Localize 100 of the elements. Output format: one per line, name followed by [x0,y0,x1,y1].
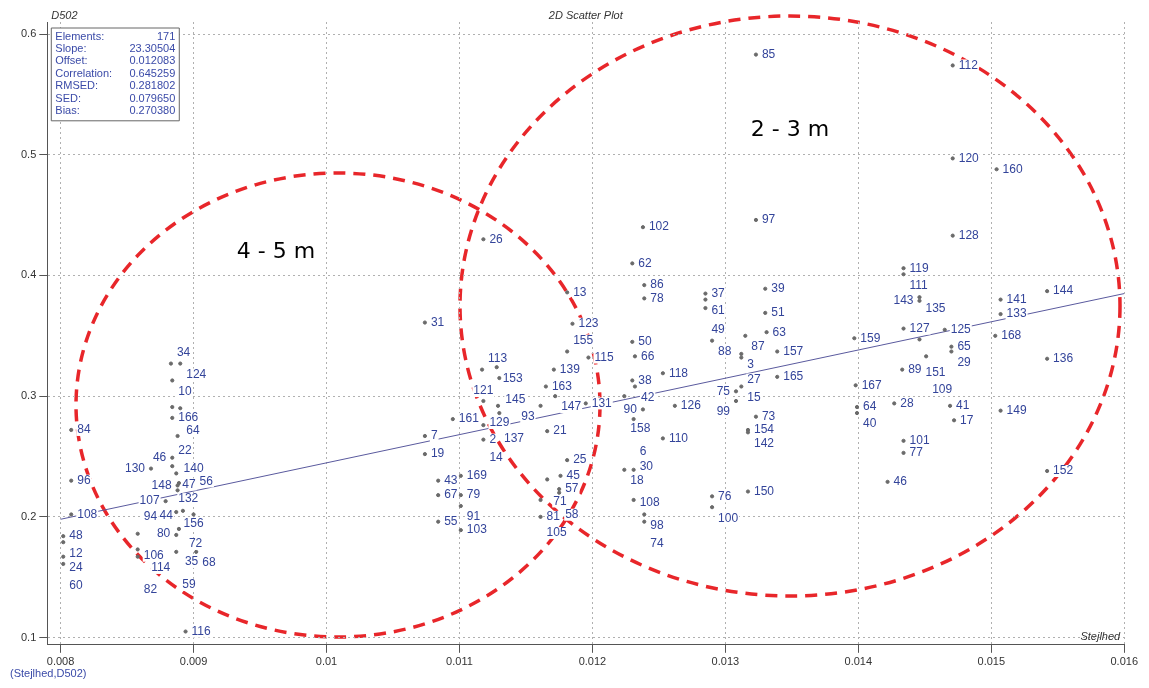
annotation: 35 [184,554,199,569]
annotation: 2 [489,431,497,446]
annotation: 96 [77,472,91,487]
annotation: 153 [502,370,524,385]
annotation: 55 [444,514,458,528]
annotation: 4 - 5 m [236,237,316,263]
annotation: 142 [753,435,775,450]
annotation: 84 [77,422,91,437]
annotation: 155 [573,332,594,347]
annotation: 116 [191,623,212,638]
annotation: 90 [623,401,638,416]
annotation: 161 [458,411,480,426]
annotation: 163 [551,378,573,393]
annotation: 82 [143,582,158,596]
annotation: 2 - 3 m [750,115,830,141]
annotation: 22 [178,443,192,458]
annotation: 57 [565,481,579,496]
annotation: 169 [466,468,488,483]
y-tick-label: 0.3 [20,389,37,402]
annotation: 37 [711,285,726,300]
y-tick-label: 0.6 [20,27,37,40]
annotation: 124 [186,366,207,381]
annotation: 64 [862,399,877,414]
annotation: 158 [630,421,651,436]
annotation: 165 [783,369,804,384]
annotation: 24 [69,560,83,574]
annotation: 46 [893,474,908,489]
annotation: 139 [559,361,581,376]
annotation: 159 [860,330,881,345]
annotation: 157 [783,343,804,358]
annotation: 152 [1053,463,1074,478]
x-tick-label: 0.013 [711,655,740,668]
annotation: 129 [489,415,510,430]
annotation: 118 [668,365,689,380]
annotation: 128 [958,227,980,242]
annotation: 61 [711,302,726,317]
annotation: 48 [69,528,83,543]
annotation: 105 [546,525,567,540]
annotation: 106 [143,548,165,563]
annotation: 60 [69,578,83,593]
annotation: 30 [639,459,654,474]
annotation: 47 [182,476,196,491]
annotation: 156 [183,515,204,530]
x-tick-label: 0.009 [179,655,208,668]
y-tick-label: 0.5 [20,147,37,160]
annotation: 79 [466,487,481,502]
annotation: 102 [648,219,670,234]
text: Offset: 0.012083 [55,54,176,67]
annotation: 154 [753,422,775,437]
x-tick-label: 0.008 [46,655,75,668]
annotation: 76 [718,488,732,503]
annotation: 72 [188,536,203,551]
annotation: 121 [473,383,494,398]
annotation: 120 [958,150,980,165]
annotation: 137 [504,431,525,446]
annotation: 141 [1006,291,1027,306]
x-tick-label: 0.016 [1110,655,1138,668]
annotation: 126 [680,398,702,413]
annotation: 160 [1002,161,1023,176]
annotation: 62 [638,255,652,270]
annotation: 68 [202,555,216,570]
annotation: 29 [957,354,972,369]
annotation: 21 [553,423,567,438]
annotation: 112 [958,57,979,72]
annotation: 131 [591,395,613,410]
text: RMSED: 0.281802 [55,79,176,92]
annotation: 86 [650,277,664,292]
annotation: 99 [716,404,731,419]
annotation: 87 [751,339,765,354]
annotation: 12 [69,545,83,560]
annotation: 3 [747,357,755,372]
annotation: 151 [925,364,946,379]
annotation: 119 [909,260,929,275]
annotation: 150 [753,483,775,498]
annotation: 114 [151,560,171,575]
annotation: 93 [521,409,535,424]
annotation: 107 [139,493,160,508]
annotation: 63 [772,324,787,339]
annotation: 73 [761,408,776,423]
annotation: 149 [1006,402,1027,417]
annotation: 91 [466,509,481,524]
annotation: 58 [565,507,579,522]
annotation: 108 [77,506,98,521]
text: (Stejlhed,D502) [10,666,87,679]
annotation: 78 [650,290,664,305]
annotation: 66 [640,348,655,363]
annotation: 56 [199,473,214,488]
annotation: 17 [960,412,974,427]
annotation: 51 [771,305,785,320]
x-tick-label: 0.01 [315,655,338,668]
annotation: 38 [638,372,652,387]
annotation: 13 [573,284,587,299]
annotation: 49 [711,322,726,337]
annotation: 44 [159,508,174,523]
y-tick-label: 0.2 [20,509,37,522]
annotation: 132 [178,491,199,506]
annotation: 27 [747,371,761,386]
annotation: 43 [444,472,458,487]
text: Slope: 23.30504 [55,41,176,54]
annotation: 166 [178,410,199,425]
